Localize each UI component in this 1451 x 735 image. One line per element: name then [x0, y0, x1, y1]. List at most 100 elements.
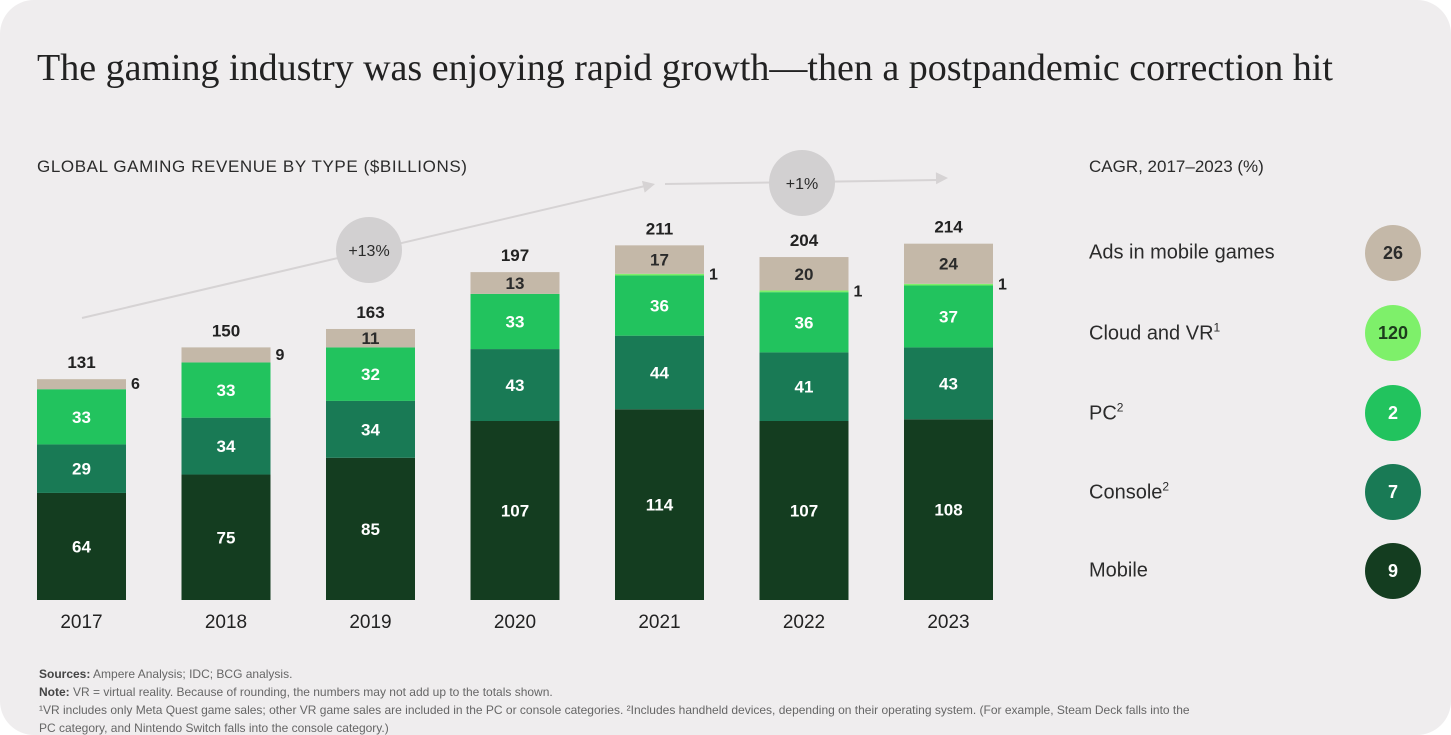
- bar-segment-mobile-2017: [37, 492, 126, 600]
- segment-label-2018-2: 33: [217, 381, 236, 400]
- bar-segment-console-2018: [181, 417, 271, 475]
- segment-label-2022-4: 20: [795, 265, 814, 284]
- growth-arrow-head-0: [641, 180, 655, 193]
- bar-segment-cloud-and-vr-2021: [615, 273, 704, 276]
- bar-segment-cloud-and-vr-2023: [904, 283, 993, 286]
- growth-badge-label-1: +1%: [786, 176, 818, 193]
- bar-segment-mobile-2018: [181, 474, 271, 600]
- growth-arrow-head-1: [935, 172, 948, 185]
- cagr-footnote-marker: 2: [1116, 400, 1124, 415]
- cagr-label: Mobile: [1089, 559, 1148, 582]
- bar-segment-console-2023: [904, 347, 993, 420]
- footnotes: Sources: Ampere Analysis; IDC; BCG analy…: [39, 665, 1419, 735]
- segment-label-2019-0: 85: [361, 520, 380, 539]
- segment-label-2022-0: 107: [790, 502, 818, 521]
- segment-label-2018-0: 75: [217, 528, 236, 547]
- cagr-footnote-marker: 1: [1213, 320, 1221, 335]
- footnote-note: Note: VR = virtual reality. Because of r…: [39, 685, 553, 699]
- segment-label-2022-1: 41: [795, 378, 814, 397]
- segment-label-2019-2: 32: [361, 365, 380, 384]
- footnote-line-4: PC category, and Nintendo Switch falls i…: [39, 721, 389, 735]
- bar-total-2023: 214: [934, 218, 963, 237]
- bar-segment-console-2022: [759, 352, 849, 421]
- segment-label-2017-1: 29: [72, 460, 91, 479]
- segment-label-2020-1: 43: [506, 376, 525, 395]
- footnote-sources: Sources: Ampere Analysis; IDC; BCG analy…: [39, 667, 293, 681]
- cagr-row-console: Console2 7: [1089, 462, 1429, 522]
- segment-label-2017-4: 6: [131, 376, 140, 393]
- segment-label-2023-2: 37: [939, 307, 958, 326]
- bar-total-2018: 150: [212, 321, 240, 340]
- x-tick-label-2021: 2021: [638, 612, 680, 633]
- bar-segment-ads-in-mobile-games-2021: [615, 245, 704, 274]
- segment-label-2021-0: 114: [646, 496, 674, 515]
- segment-label-2017-0: 64: [72, 537, 91, 556]
- growth-badge-0: [336, 217, 402, 283]
- cagr-footnote-marker: 2: [1162, 479, 1170, 494]
- segment-label-2023-3: 1: [998, 277, 1007, 294]
- bar-segment-console-2019: [326, 400, 415, 458]
- bar-segment-ads-in-mobile-games-2017: [37, 379, 126, 390]
- footnote-line-3: ¹VR includes only Meta Quest game sales;…: [39, 703, 1190, 717]
- bar-segment-cloud-and-vr-2022: [759, 290, 849, 293]
- x-tick-label-2017: 2017: [60, 612, 102, 633]
- segment-label-2020-2: 33: [506, 312, 525, 331]
- x-tick-label-2020: 2020: [494, 612, 536, 633]
- x-tick-label-2019: 2019: [349, 612, 391, 633]
- x-tick-label-2018: 2018: [205, 612, 247, 633]
- cagr-row-cloud-and-vr: Cloud and VR1 120: [1089, 303, 1429, 363]
- segment-label-2021-3: 1: [709, 267, 718, 284]
- segment-label-2020-4: 13: [506, 274, 525, 293]
- segment-label-2018-4: 9: [276, 347, 285, 364]
- cagr-label: Cloud and VR1: [1089, 320, 1221, 345]
- segment-label-2023-4: 24: [939, 255, 958, 274]
- cagr-label: Console2: [1089, 479, 1170, 504]
- segment-label-2018-1: 34: [217, 437, 236, 456]
- page-title: The gaming industry was enjoying rapid g…: [37, 47, 1333, 89]
- bar-segment-pc-2020: [470, 293, 560, 350]
- bar-segment-mobile-2022: [759, 421, 849, 600]
- bar-segment-ads-in-mobile-games-2019: [326, 328, 415, 348]
- bar-segment-console-2020: [470, 349, 560, 421]
- segment-label-2019-1: 34: [361, 420, 380, 439]
- bar-total-2019: 163: [356, 303, 384, 322]
- bar-segment-mobile-2019: [326, 457, 415, 600]
- bar-total-2021: 211: [646, 219, 673, 238]
- bar-segment-mobile-2020: [470, 421, 560, 600]
- growth-badge-label-0: +13%: [348, 243, 389, 260]
- cagr-label: Ads in mobile games: [1089, 241, 1275, 264]
- bar-total-2017: 131: [67, 353, 95, 372]
- bar-segment-mobile-2023: [904, 419, 993, 600]
- cagr-row-pc: PC2 2: [1089, 383, 1429, 443]
- bar-segment-ads-in-mobile-games-2020: [470, 272, 560, 294]
- x-tick-label-2022: 2022: [783, 612, 825, 633]
- segment-label-2023-1: 43: [939, 374, 958, 393]
- chart-subtitle: GLOBAL GAMING REVENUE BY TYPE ($BILLIONS…: [37, 157, 468, 176]
- segment-label-2022-2: 36: [795, 313, 814, 332]
- bar-segment-console-2017: [37, 444, 126, 493]
- bar-segment-pc-2021: [615, 275, 704, 336]
- segment-label-2021-4: 17: [650, 251, 669, 270]
- cagr-value-badge: 120: [1365, 305, 1421, 361]
- cagr-label: PC2: [1089, 400, 1124, 425]
- segment-label-2017-2: 33: [72, 408, 91, 427]
- bar-segment-pc-2018: [181, 362, 271, 418]
- bar-segment-ads-in-mobile-games-2022: [759, 257, 849, 291]
- bar-segment-pc-2019: [326, 347, 415, 401]
- cagr-value-badge: 9: [1365, 543, 1421, 599]
- cagr-header: CAGR, 2017–2023 (%): [1089, 157, 1264, 176]
- bar-segment-mobile-2021: [615, 409, 704, 600]
- bar-segment-console-2021: [615, 335, 704, 410]
- bar-total-2022: 204: [790, 231, 819, 250]
- segment-label-2019-4: 11: [362, 329, 380, 348]
- segment-label-2021-2: 36: [650, 297, 669, 316]
- cagr-row-ads-in-mobile-games: Ads in mobile games 26: [1089, 223, 1429, 283]
- bar-segment-ads-in-mobile-games-2018: [181, 347, 271, 363]
- bar-segment-pc-2017: [37, 389, 126, 445]
- bar-segment-ads-in-mobile-games-2023: [904, 243, 993, 284]
- segment-label-2020-0: 107: [501, 502, 529, 521]
- cagr-value-badge: 26: [1365, 225, 1421, 281]
- x-tick-label-2023: 2023: [927, 612, 969, 633]
